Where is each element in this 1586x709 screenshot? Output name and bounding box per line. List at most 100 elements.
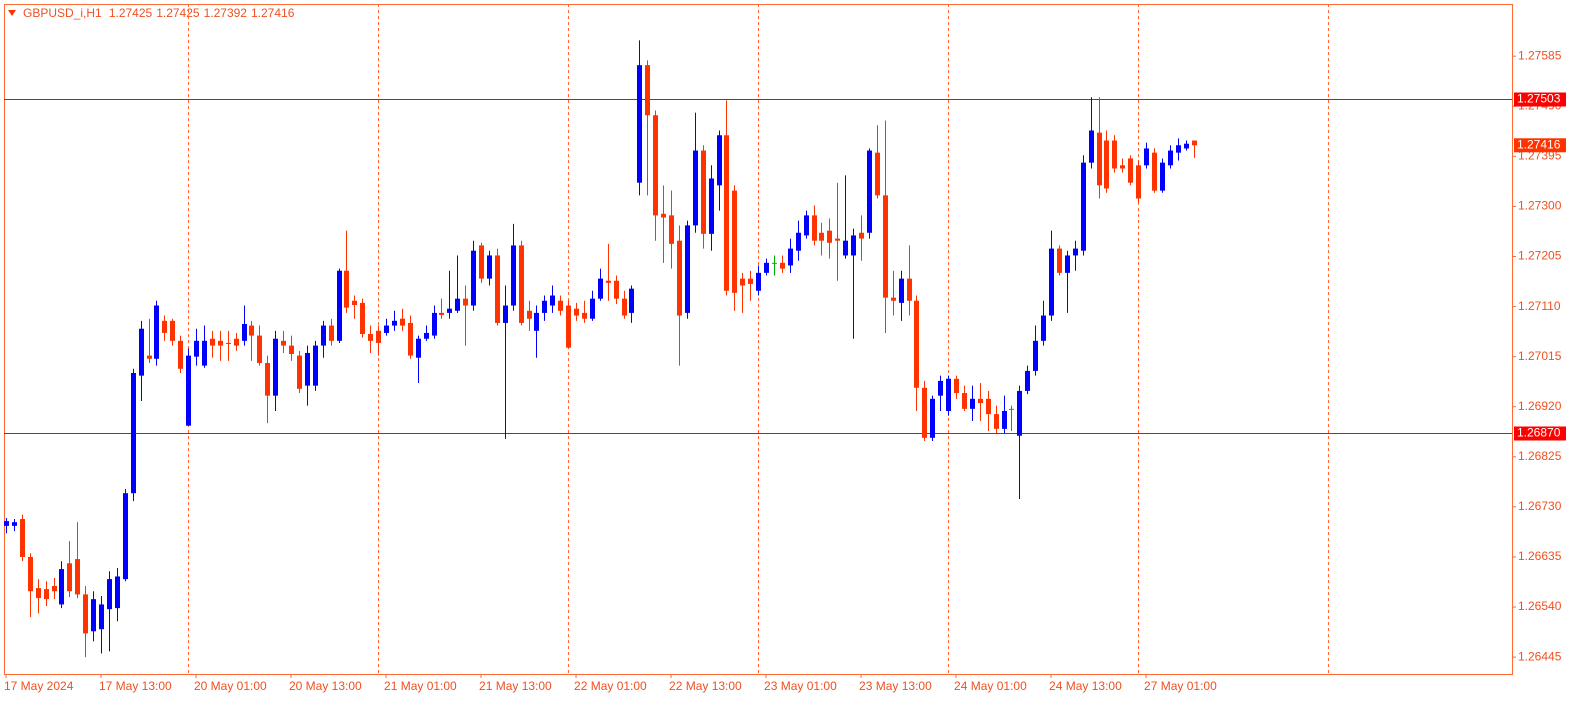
candle-body xyxy=(685,225,690,313)
y-tick-label: 1.27110 xyxy=(1518,299,1561,313)
candle-body xyxy=(622,298,627,316)
candle-body xyxy=(1112,140,1117,169)
y-tick-label: 1.27585 xyxy=(1518,48,1562,62)
candle-body xyxy=(883,195,888,298)
candle-body xyxy=(994,414,999,429)
x-tick-label: 21 May 01:00 xyxy=(384,679,457,693)
candle-body xyxy=(1002,410,1007,429)
candle-body xyxy=(1152,152,1157,191)
candle-body xyxy=(661,213,666,218)
candle-body xyxy=(1009,408,1014,410)
candle-body xyxy=(986,398,991,415)
price-level-label: 1.27503 xyxy=(1517,92,1561,106)
candle-body xyxy=(20,519,25,557)
candle-body xyxy=(75,559,80,595)
candle-body xyxy=(59,569,64,605)
candle-body xyxy=(131,373,136,494)
candle-body xyxy=(582,312,587,319)
candle-body xyxy=(511,245,516,306)
candle-body xyxy=(67,563,72,592)
candle-body xyxy=(463,298,468,306)
candle-body xyxy=(1017,390,1022,436)
candle-body xyxy=(1097,132,1102,186)
candle-body xyxy=(1033,340,1038,371)
candle-body xyxy=(812,215,817,241)
candle-body xyxy=(1065,255,1070,273)
candle-body xyxy=(139,328,144,376)
y-tick-label: 1.27015 xyxy=(1518,349,1562,363)
candle-body xyxy=(360,302,365,334)
candle-body xyxy=(1144,148,1149,166)
x-tick-label: 27 May 01:00 xyxy=(1144,679,1217,693)
x-tick-label: 17 May 2024 xyxy=(4,679,74,693)
candle-body xyxy=(202,340,207,366)
candle-body xyxy=(804,215,809,236)
candle-body xyxy=(962,393,967,409)
candle-body xyxy=(392,320,397,326)
y-tick-label: 1.26920 xyxy=(1518,399,1562,413)
candle-body xyxy=(4,521,9,526)
candle-body xyxy=(788,248,793,266)
candle-body xyxy=(859,232,864,239)
candle-body xyxy=(1104,140,1109,189)
candle-body xyxy=(534,312,539,331)
candle-body xyxy=(891,297,896,301)
candle-body xyxy=(677,240,682,316)
candle-body xyxy=(1089,130,1094,163)
candle-body xyxy=(780,262,785,269)
candle-body xyxy=(693,150,698,226)
candle-body xyxy=(194,340,199,357)
candle-body xyxy=(337,270,342,341)
candle-body xyxy=(851,235,856,256)
price-level-box xyxy=(1514,426,1566,441)
y-tick-label: 1.27300 xyxy=(1518,199,1562,213)
candle-body xyxy=(455,298,460,311)
candle-body xyxy=(922,387,927,438)
x-tick-label: 24 May 13:00 xyxy=(1049,679,1122,693)
candle-body xyxy=(1176,145,1181,153)
price-level-label: 1.26870 xyxy=(1517,426,1561,440)
candle-body xyxy=(970,398,975,409)
x-tick-label: 23 May 13:00 xyxy=(859,679,932,693)
candle-body xyxy=(99,604,104,630)
candle-body xyxy=(1049,248,1054,316)
candle-body xyxy=(447,308,452,313)
candle-body xyxy=(574,308,579,316)
candle-body xyxy=(907,278,912,301)
candle-body xyxy=(344,270,349,308)
candle-body xyxy=(123,493,128,580)
candle-body xyxy=(843,240,848,256)
candle-body xyxy=(938,380,943,396)
candle-body xyxy=(416,338,421,358)
candle-body xyxy=(352,300,357,305)
candle-body xyxy=(764,262,769,273)
candle-body xyxy=(281,340,286,346)
candle-body xyxy=(946,378,951,411)
candle-body xyxy=(36,588,41,599)
candle-body xyxy=(1136,165,1141,199)
low: 1.27392 xyxy=(204,6,248,20)
candle-body xyxy=(978,398,983,404)
candle-body xyxy=(305,352,310,386)
candle-body xyxy=(558,300,563,311)
x-tick-label: 17 May 13:00 xyxy=(99,679,172,693)
y-tick-label: 1.26445 xyxy=(1518,649,1562,663)
y-tick-label: 1.26540 xyxy=(1518,599,1562,613)
candle-body xyxy=(606,280,611,283)
candle-body xyxy=(1168,150,1173,166)
candle-body xyxy=(653,115,658,216)
candle-body xyxy=(178,340,183,369)
collapse-icon[interactable] xyxy=(8,10,16,16)
candle-body xyxy=(1128,158,1133,183)
candle-body xyxy=(701,150,706,234)
candle-body xyxy=(376,330,381,343)
candle-body xyxy=(914,300,919,388)
candle-body xyxy=(740,278,745,286)
candle-body xyxy=(1025,370,1030,391)
candle-body xyxy=(439,312,444,316)
candle-body xyxy=(265,362,270,396)
candle-body xyxy=(368,333,373,341)
candle-body xyxy=(384,325,389,333)
candle-body xyxy=(170,320,175,341)
